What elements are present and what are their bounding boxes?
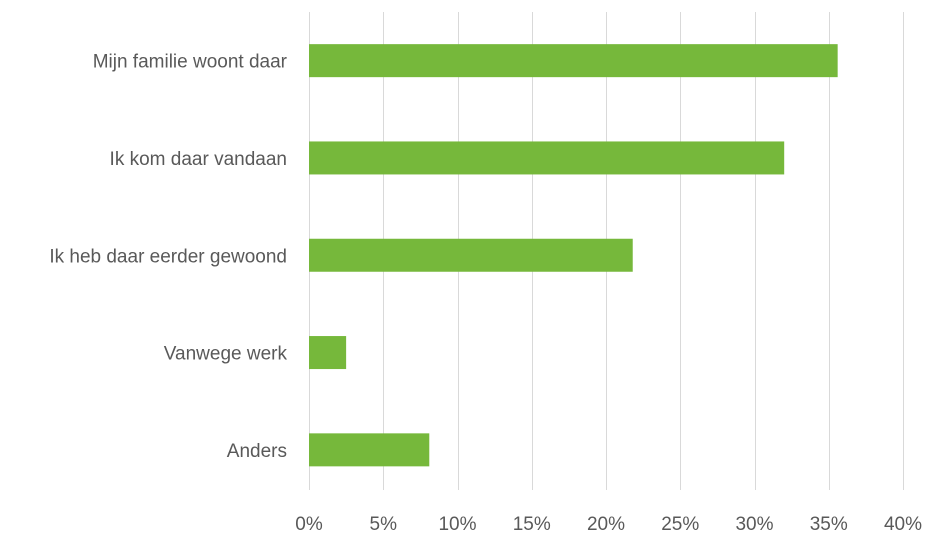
x-tick-label: 20% <box>587 514 625 535</box>
category-label: Mijn familie woont daar <box>93 52 288 73</box>
x-tick-label: 25% <box>661 514 699 535</box>
category-labels: Mijn familie woont daar Ik kom daar vanda… <box>49 52 287 462</box>
category-label: Vanwege werk <box>164 344 288 365</box>
bar <box>309 44 838 78</box>
x-tick-label: 40% <box>884 514 922 535</box>
bar <box>309 238 633 272</box>
bar <box>309 433 430 467</box>
x-axis-tick-labels: 0% 5% 10% 15% 20% 25% 30% 35% 40% <box>295 514 922 535</box>
bars <box>309 44 838 467</box>
bar <box>309 336 347 370</box>
category-label: Ik kom daar vandaan <box>110 149 287 170</box>
x-tick-label: 15% <box>513 514 551 535</box>
category-label: Anders <box>227 441 287 462</box>
x-tick-label: 10% <box>438 514 476 535</box>
x-tick-label: 0% <box>295 514 323 535</box>
x-tick-label: 30% <box>735 514 773 535</box>
bar <box>309 141 785 175</box>
category-label: Ik heb daar eerder gewoond <box>49 246 287 267</box>
x-tick-label: 5% <box>370 514 398 535</box>
x-tick-label: 35% <box>810 514 848 535</box>
